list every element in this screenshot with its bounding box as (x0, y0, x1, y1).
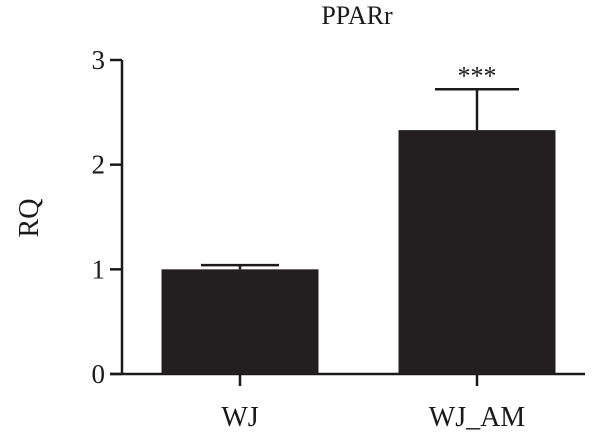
y-tick-label-2: 2 (92, 150, 106, 180)
y-tick-label-3: 3 (92, 45, 106, 75)
y-tick-label-1: 1 (92, 254, 106, 284)
bar-wj (161, 269, 319, 374)
x-tick-label-wj: WJ (221, 402, 258, 433)
bars-group (161, 130, 556, 374)
labels-group: 0 1 2 3 WJ WJ_AM *** (92, 45, 526, 433)
y-axis-label: RQ (14, 199, 45, 238)
y-tick-label-0: 0 (92, 359, 106, 389)
significance-label-wj-am: *** (458, 61, 497, 90)
bar-wj-am (398, 130, 556, 374)
error-bars-group (201, 88, 519, 270)
x-tick-label-wj-am: WJ_AM (429, 402, 526, 433)
chart-title: PPARr (321, 1, 393, 30)
